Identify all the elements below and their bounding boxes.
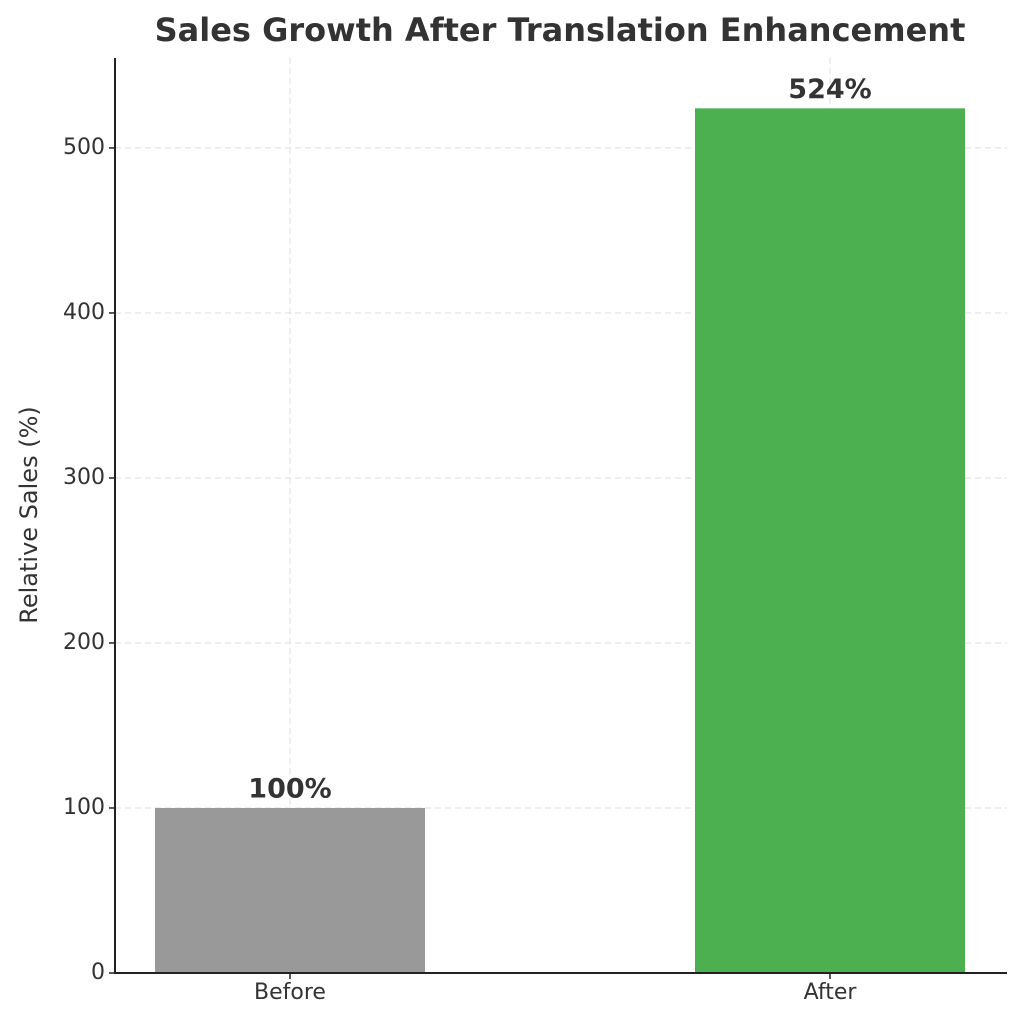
- y-axis-label: Relative Sales (%): [15, 406, 43, 623]
- y-tick-label: 100: [63, 795, 105, 820]
- x-tick-label: After: [804, 980, 858, 1005]
- x-tick-label: Before: [254, 980, 326, 1005]
- value-label: 100%: [248, 773, 331, 804]
- y-tick-label: 400: [63, 300, 105, 325]
- y-tick-label: 300: [63, 465, 105, 490]
- y-tick-label: 200: [63, 630, 105, 655]
- y-tick-label: 500: [63, 135, 105, 160]
- chart-title: Sales Growth After Translation Enhanceme…: [155, 11, 966, 49]
- bar: [155, 807, 425, 973]
- y-tick-label: 0: [91, 960, 105, 985]
- bar: [695, 108, 965, 974]
- value-label: 524%: [788, 74, 871, 105]
